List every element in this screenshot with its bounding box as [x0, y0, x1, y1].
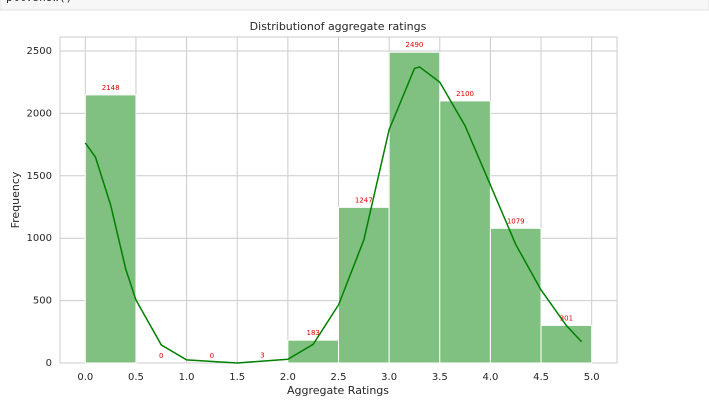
y-tick-label: 1000: [27, 233, 52, 244]
y-tick-label: 0: [46, 358, 52, 369]
x-tick-label: 0.5: [128, 372, 144, 383]
x-tick-label: 4.0: [482, 372, 498, 383]
y-tick-label: 1500: [27, 171, 52, 182]
value-label: 3: [260, 352, 264, 360]
y-tick-label: 500: [33, 296, 52, 307]
x-tick-label: 3.0: [381, 372, 397, 383]
x-axis-label: Aggregate Ratings: [287, 384, 389, 397]
x-tick-label: 5.0: [584, 372, 600, 383]
x-tick-label: 1.0: [179, 372, 195, 383]
value-label: 0: [210, 352, 214, 360]
bar: [388, 51, 441, 364]
code-text: plt.show(): [6, 0, 72, 4]
x-tick-label: 2.5: [331, 372, 347, 383]
bar: [439, 100, 491, 364]
value-label: 301: [560, 314, 573, 322]
x-tick-label: 3.5: [432, 372, 448, 383]
value-label: 2148: [102, 84, 120, 92]
chart-title: Distributionof aggregate ratings: [250, 20, 427, 33]
x-tick-label: 4.5: [533, 372, 549, 383]
y-tick-label: 2000: [27, 108, 52, 119]
value-label: 2490: [406, 41, 424, 49]
kde-line: [84, 66, 583, 364]
x-tick-label: 2.0: [280, 372, 296, 383]
value-label: 2100: [456, 90, 474, 98]
x-tick-label: 1.5: [229, 372, 245, 383]
bar: [540, 324, 593, 364]
value-label: 0: [159, 352, 163, 360]
x-tick-label: 0.0: [77, 372, 93, 383]
value-label: 1079: [507, 217, 525, 225]
bar: [489, 227, 542, 364]
bar: [84, 94, 137, 364]
value-label: 183: [306, 329, 319, 337]
y-axis-label: Frequency: [9, 171, 22, 228]
code-cell: [0, 0, 709, 11]
y-tick-label: 2500: [27, 46, 52, 57]
value-label: 1247: [355, 196, 373, 204]
